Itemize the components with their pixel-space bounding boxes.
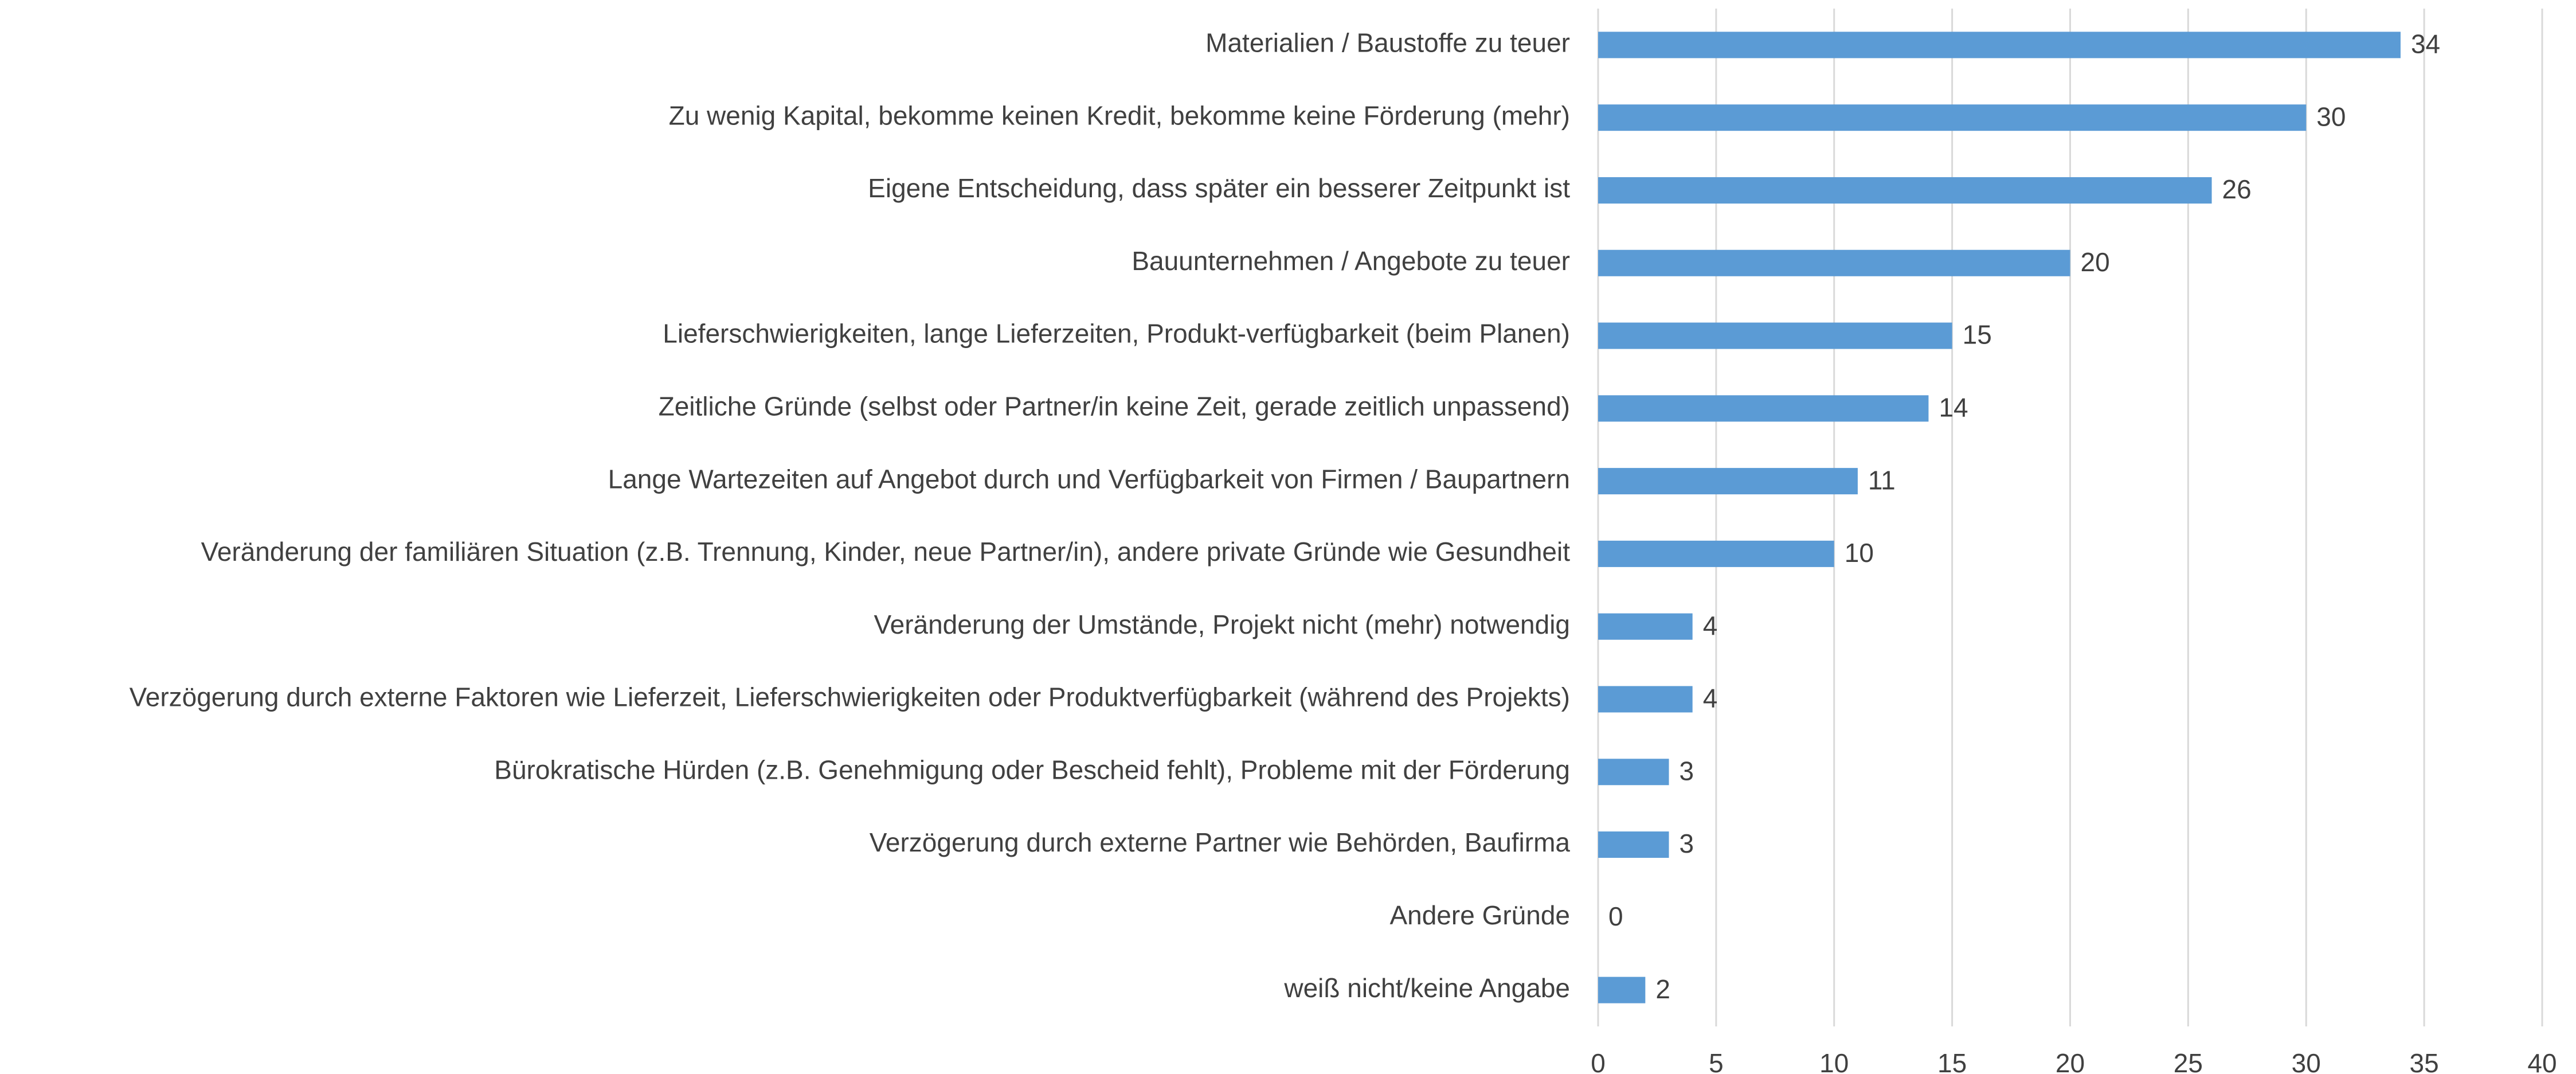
y-tick-label: Veränderung der familiären Situation (z.… xyxy=(201,537,1571,567)
data-label: 4 xyxy=(1703,611,1718,641)
bar xyxy=(1598,540,1834,567)
bar xyxy=(1598,468,1858,495)
x-tick-label: 20 xyxy=(2056,1048,2085,1074)
data-label: 11 xyxy=(1868,465,1896,495)
data-label: 3 xyxy=(1680,829,1694,858)
x-tick-label: 5 xyxy=(1709,1048,1724,1074)
y-tick-label: Verzögerung durch externe Partner wie Be… xyxy=(870,827,1571,857)
y-tick-label: Lange Wartezeiten auf Angebot durch und … xyxy=(608,464,1570,494)
data-label: 4 xyxy=(1703,684,1718,713)
data-label: 15 xyxy=(1963,320,1992,350)
bar xyxy=(1598,977,1646,1003)
x-tick-label: 15 xyxy=(1937,1048,1967,1074)
y-tick-label: Andere Gründe xyxy=(1389,900,1570,930)
bar xyxy=(1598,177,2212,204)
y-tick-label: Bauunternehmen / Angebote zu teuer xyxy=(1132,246,1570,276)
bar xyxy=(1598,32,2401,58)
x-tick-label: 25 xyxy=(2174,1048,2203,1074)
data-label: 34 xyxy=(2411,29,2440,59)
y-tick-label: Zu wenig Kapital, bekomme keinen Kredit,… xyxy=(669,100,1570,130)
data-label: 30 xyxy=(2316,101,2346,131)
bar xyxy=(1598,322,1952,349)
y-tick-label: Lieferschwierigkeiten, lange Lieferzeite… xyxy=(663,319,1570,349)
y-tick-label: Zeitliche Gründe (selbst oder Partner/in… xyxy=(659,391,1570,421)
data-label: 14 xyxy=(1939,392,1968,422)
x-tick-label: 30 xyxy=(2292,1048,2321,1074)
data-label: 20 xyxy=(2081,247,2110,277)
data-label: 2 xyxy=(1655,974,1670,1004)
bar xyxy=(1598,831,1669,858)
x-tick-label: 0 xyxy=(1591,1048,1606,1074)
y-tick-label: weiß nicht/keine Angabe xyxy=(1283,973,1570,1003)
bar xyxy=(1598,395,1929,422)
x-tick-label: 35 xyxy=(2410,1048,2439,1074)
data-label: 26 xyxy=(2222,174,2252,204)
bar xyxy=(1598,104,2307,131)
bar xyxy=(1598,759,1669,786)
y-tick-label: Bürokratische Hürden (z.B. Genehmigung o… xyxy=(494,755,1570,784)
bar xyxy=(1598,249,2070,276)
bar xyxy=(1598,686,1693,713)
bar xyxy=(1598,613,1693,640)
x-tick-label: 10 xyxy=(1819,1048,1849,1074)
y-tick-label: Eigene Entscheidung, dass später ein bes… xyxy=(868,173,1570,203)
y-tick-label: Materialien / Baustoffe zu teuer xyxy=(1205,28,1570,58)
data-label: 3 xyxy=(1680,756,1694,786)
data-label: 10 xyxy=(1845,538,1874,568)
y-tick-label: Verzögerung durch externe Faktoren wie L… xyxy=(130,682,1570,712)
y-tick-label: Veränderung der Umstände, Projekt nicht … xyxy=(874,610,1570,639)
x-tick-label: 40 xyxy=(2527,1048,2557,1074)
data-label: 0 xyxy=(1608,901,1623,931)
